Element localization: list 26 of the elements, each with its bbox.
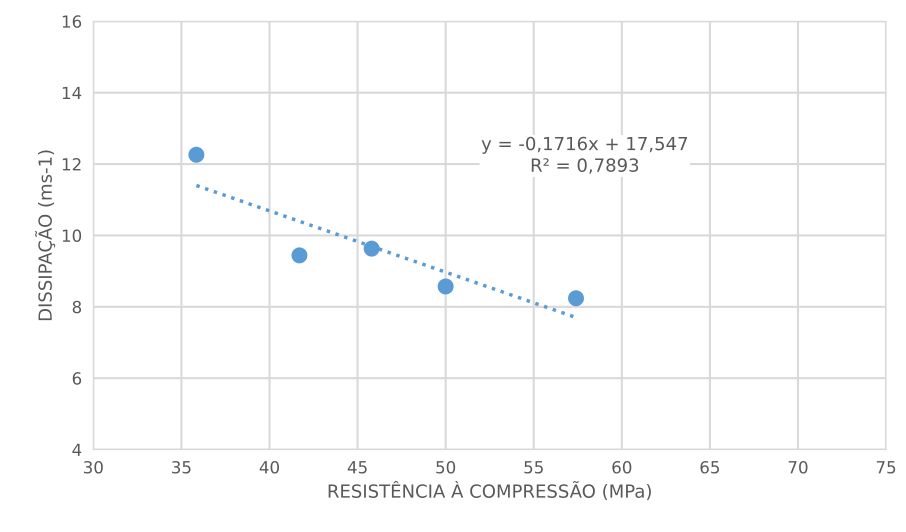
x-tick-label: 30 bbox=[84, 460, 103, 474]
point bbox=[438, 278, 454, 294]
y-axis-title: DISSIPAÇÃO (ms-1) bbox=[35, 150, 56, 320]
annotation: y = -0,1716x + 17,547 bbox=[482, 136, 688, 154]
x-tick-label: 55 bbox=[524, 461, 543, 474]
y-tick-label: 8 bbox=[72, 300, 82, 314]
x-axis-title: RESISTÊNCIA À COMPRESSÃO (MPa) bbox=[328, 480, 651, 500]
annotation: R² = 0,7893 bbox=[532, 158, 638, 174]
y-tick-label: 14 bbox=[62, 86, 82, 99]
x-tick-label: 65 bbox=[700, 460, 720, 474]
point bbox=[568, 290, 584, 306]
y-tick-label: 10 bbox=[62, 229, 82, 242]
y-tick-label: 16 bbox=[62, 15, 82, 28]
x-tick-label: 40 bbox=[260, 460, 279, 474]
point bbox=[364, 240, 380, 257]
x-tick-label: 70 bbox=[788, 460, 808, 474]
y-tick-label: 6 bbox=[72, 372, 82, 385]
point bbox=[291, 247, 308, 264]
x-tick-label: 45 bbox=[348, 461, 367, 474]
y-tick-label: 12 bbox=[62, 158, 81, 170]
x-tick-label: 50 bbox=[436, 460, 456, 474]
point bbox=[188, 146, 204, 163]
x-tick-label: 35 bbox=[172, 460, 191, 474]
y-tick-label: 4 bbox=[72, 444, 82, 456]
x-tick-label: 75 bbox=[876, 461, 896, 474]
x-tick-label: 60 bbox=[612, 460, 632, 474]
